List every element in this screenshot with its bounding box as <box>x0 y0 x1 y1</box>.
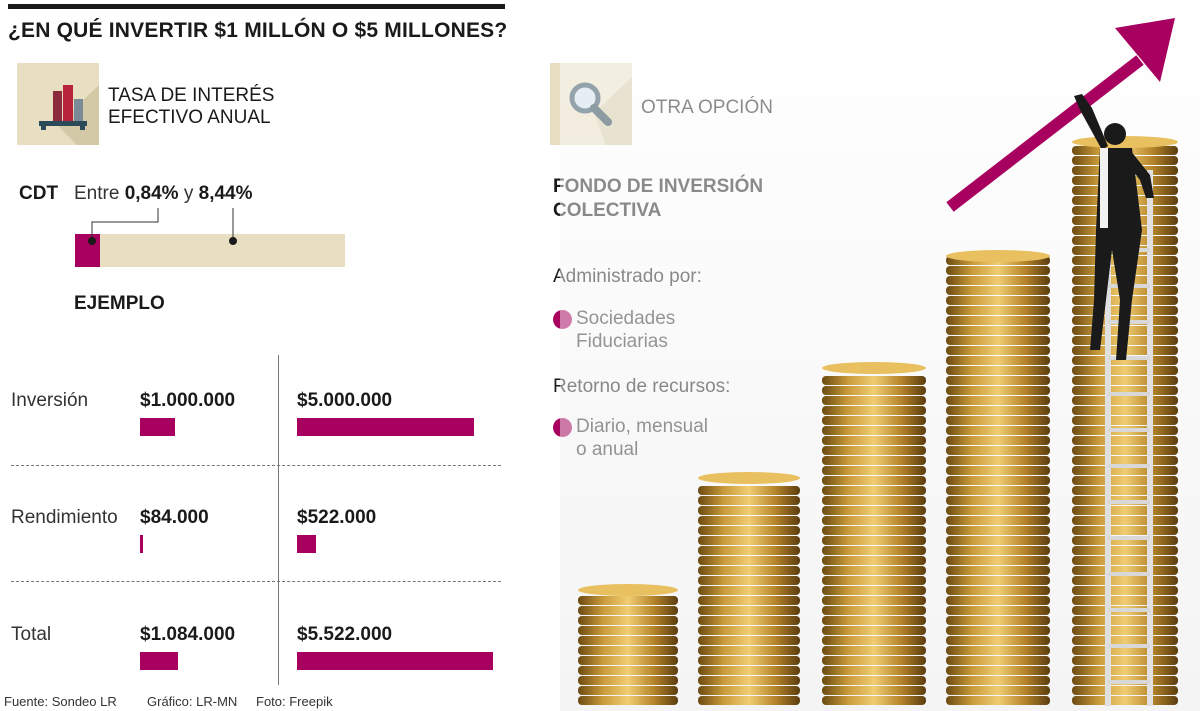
coin-stack-2 <box>822 362 926 705</box>
cdt-connector: y <box>183 183 194 204</box>
title-rule <box>8 4 505 9</box>
row-label-0: Inversión <box>11 390 89 411</box>
climbing-man <box>1074 94 1154 360</box>
cdt-label: CDT <box>19 183 59 204</box>
coin-stack-0 <box>578 584 678 705</box>
bar-chart-icon <box>39 85 99 145</box>
page-title: ¿EN QUÉ INVERTIR $1 MILLÓN O $5 MILLONES… <box>8 19 508 42</box>
bar-2-0 <box>140 652 179 670</box>
footer-source: Fuente: Sondeo LR <box>4 694 117 709</box>
growth-arrow <box>946 18 1175 212</box>
bar-0-0 <box>140 418 176 436</box>
example-label: EJEMPLO <box>74 293 165 314</box>
row-label-1: Rendimiento <box>11 507 118 528</box>
value-label-1-0: $84.000 <box>140 507 209 528</box>
footer-photo: Foto: Freepik <box>256 694 333 709</box>
row-divider-1 <box>11 465 501 466</box>
coin-stack-3 <box>946 250 1050 705</box>
cdt-range-fill <box>75 234 100 267</box>
bar-2-1 <box>297 652 493 670</box>
coin-stacks-illustration <box>560 0 1200 711</box>
rate-label-line1: TASA DE INTERÉS <box>108 85 275 106</box>
cdt-range-text: Entre 0,84% y 8,44% <box>74 183 253 205</box>
cdt-range-bar <box>75 208 345 267</box>
rate-label-line2: EFECTIVO ANUAL <box>108 107 271 128</box>
cdt-high-marker <box>229 237 237 245</box>
cdt-high: 8,44% <box>198 183 253 204</box>
bar-1-1 <box>297 535 316 553</box>
cdt-low: 0,84% <box>124 183 179 204</box>
bar-0-1 <box>297 418 475 436</box>
value-label-1-1: $522.000 <box>297 507 377 528</box>
cdt-low-marker <box>88 237 96 245</box>
value-label-2-0: $1.084.000 <box>140 624 236 645</box>
footer-graphic: Gráfico: LR-MN <box>147 694 238 709</box>
column-divider <box>278 355 279 685</box>
value-label-2-1: $5.522.000 <box>297 624 393 645</box>
value-label-0-1: $5.000.000 <box>297 390 393 411</box>
cdt-prefix: Entre <box>74 183 120 204</box>
rate-icon-box <box>17 63 99 145</box>
bar-1-0 <box>140 535 143 553</box>
row-divider-2 <box>11 581 501 582</box>
cdt-range-track <box>75 234 345 267</box>
coin-stack-1 <box>698 472 800 705</box>
row-label-2: Total <box>11 624 52 645</box>
value-label-0-0: $1.000.000 <box>140 390 236 411</box>
